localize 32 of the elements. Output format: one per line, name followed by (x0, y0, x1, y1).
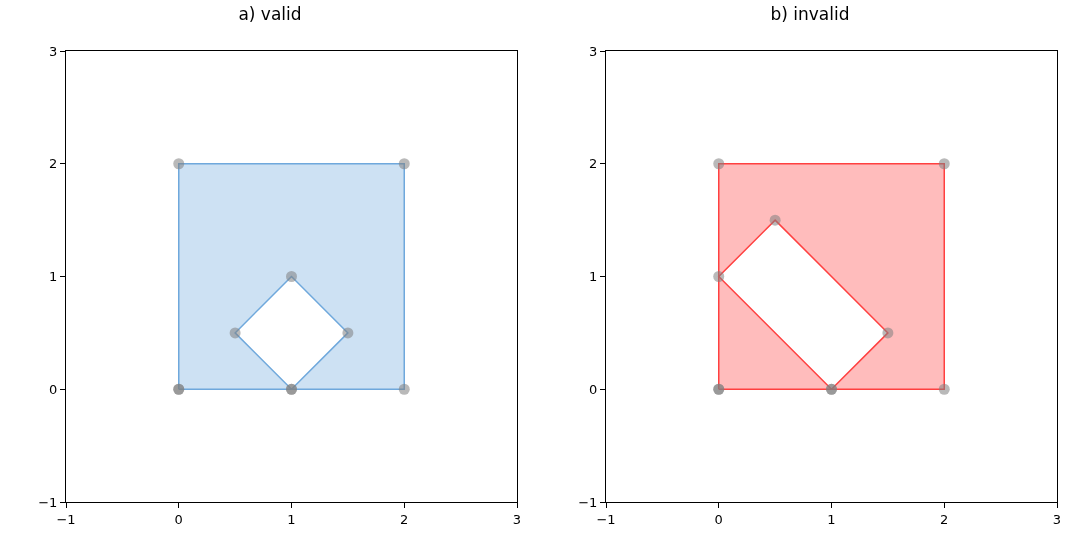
point (713, 271, 725, 282)
x-tick-label: 3 (1052, 511, 1062, 527)
point (286, 271, 297, 282)
x-tick-label: 1 (827, 511, 836, 527)
y-tick-label: 0 (589, 381, 598, 397)
x-tick-label: 2 (940, 511, 949, 527)
y-tick-label: −1 (578, 494, 598, 510)
y-tick-label: 1 (49, 269, 58, 285)
y-tick-label: 3 (589, 43, 598, 59)
point (173, 158, 185, 170)
y-tick-label: 2 (49, 156, 58, 172)
point (713, 158, 725, 170)
y-tick-label: 0 (49, 381, 58, 397)
point (398, 383, 410, 395)
x-tick-label: 0 (714, 511, 723, 527)
x-tick-label: 1 (287, 511, 296, 527)
point (882, 327, 894, 339)
x-tick-label: 2 (400, 511, 409, 527)
point (229, 327, 241, 339)
chart-title: a) valid (238, 4, 302, 25)
chart-title: b) invalid (770, 4, 850, 25)
point (938, 383, 950, 395)
y-tick-label: 1 (589, 269, 598, 285)
point (398, 158, 410, 170)
y-tick-label: 2 (589, 156, 598, 172)
x-tick-label: 3 (512, 511, 522, 527)
y-tick-label: −1 (38, 494, 58, 510)
point (938, 158, 950, 170)
x-tick-label: 0 (174, 511, 183, 527)
point (769, 214, 781, 226)
y-tick-label: 3 (49, 43, 58, 59)
point (342, 327, 354, 339)
